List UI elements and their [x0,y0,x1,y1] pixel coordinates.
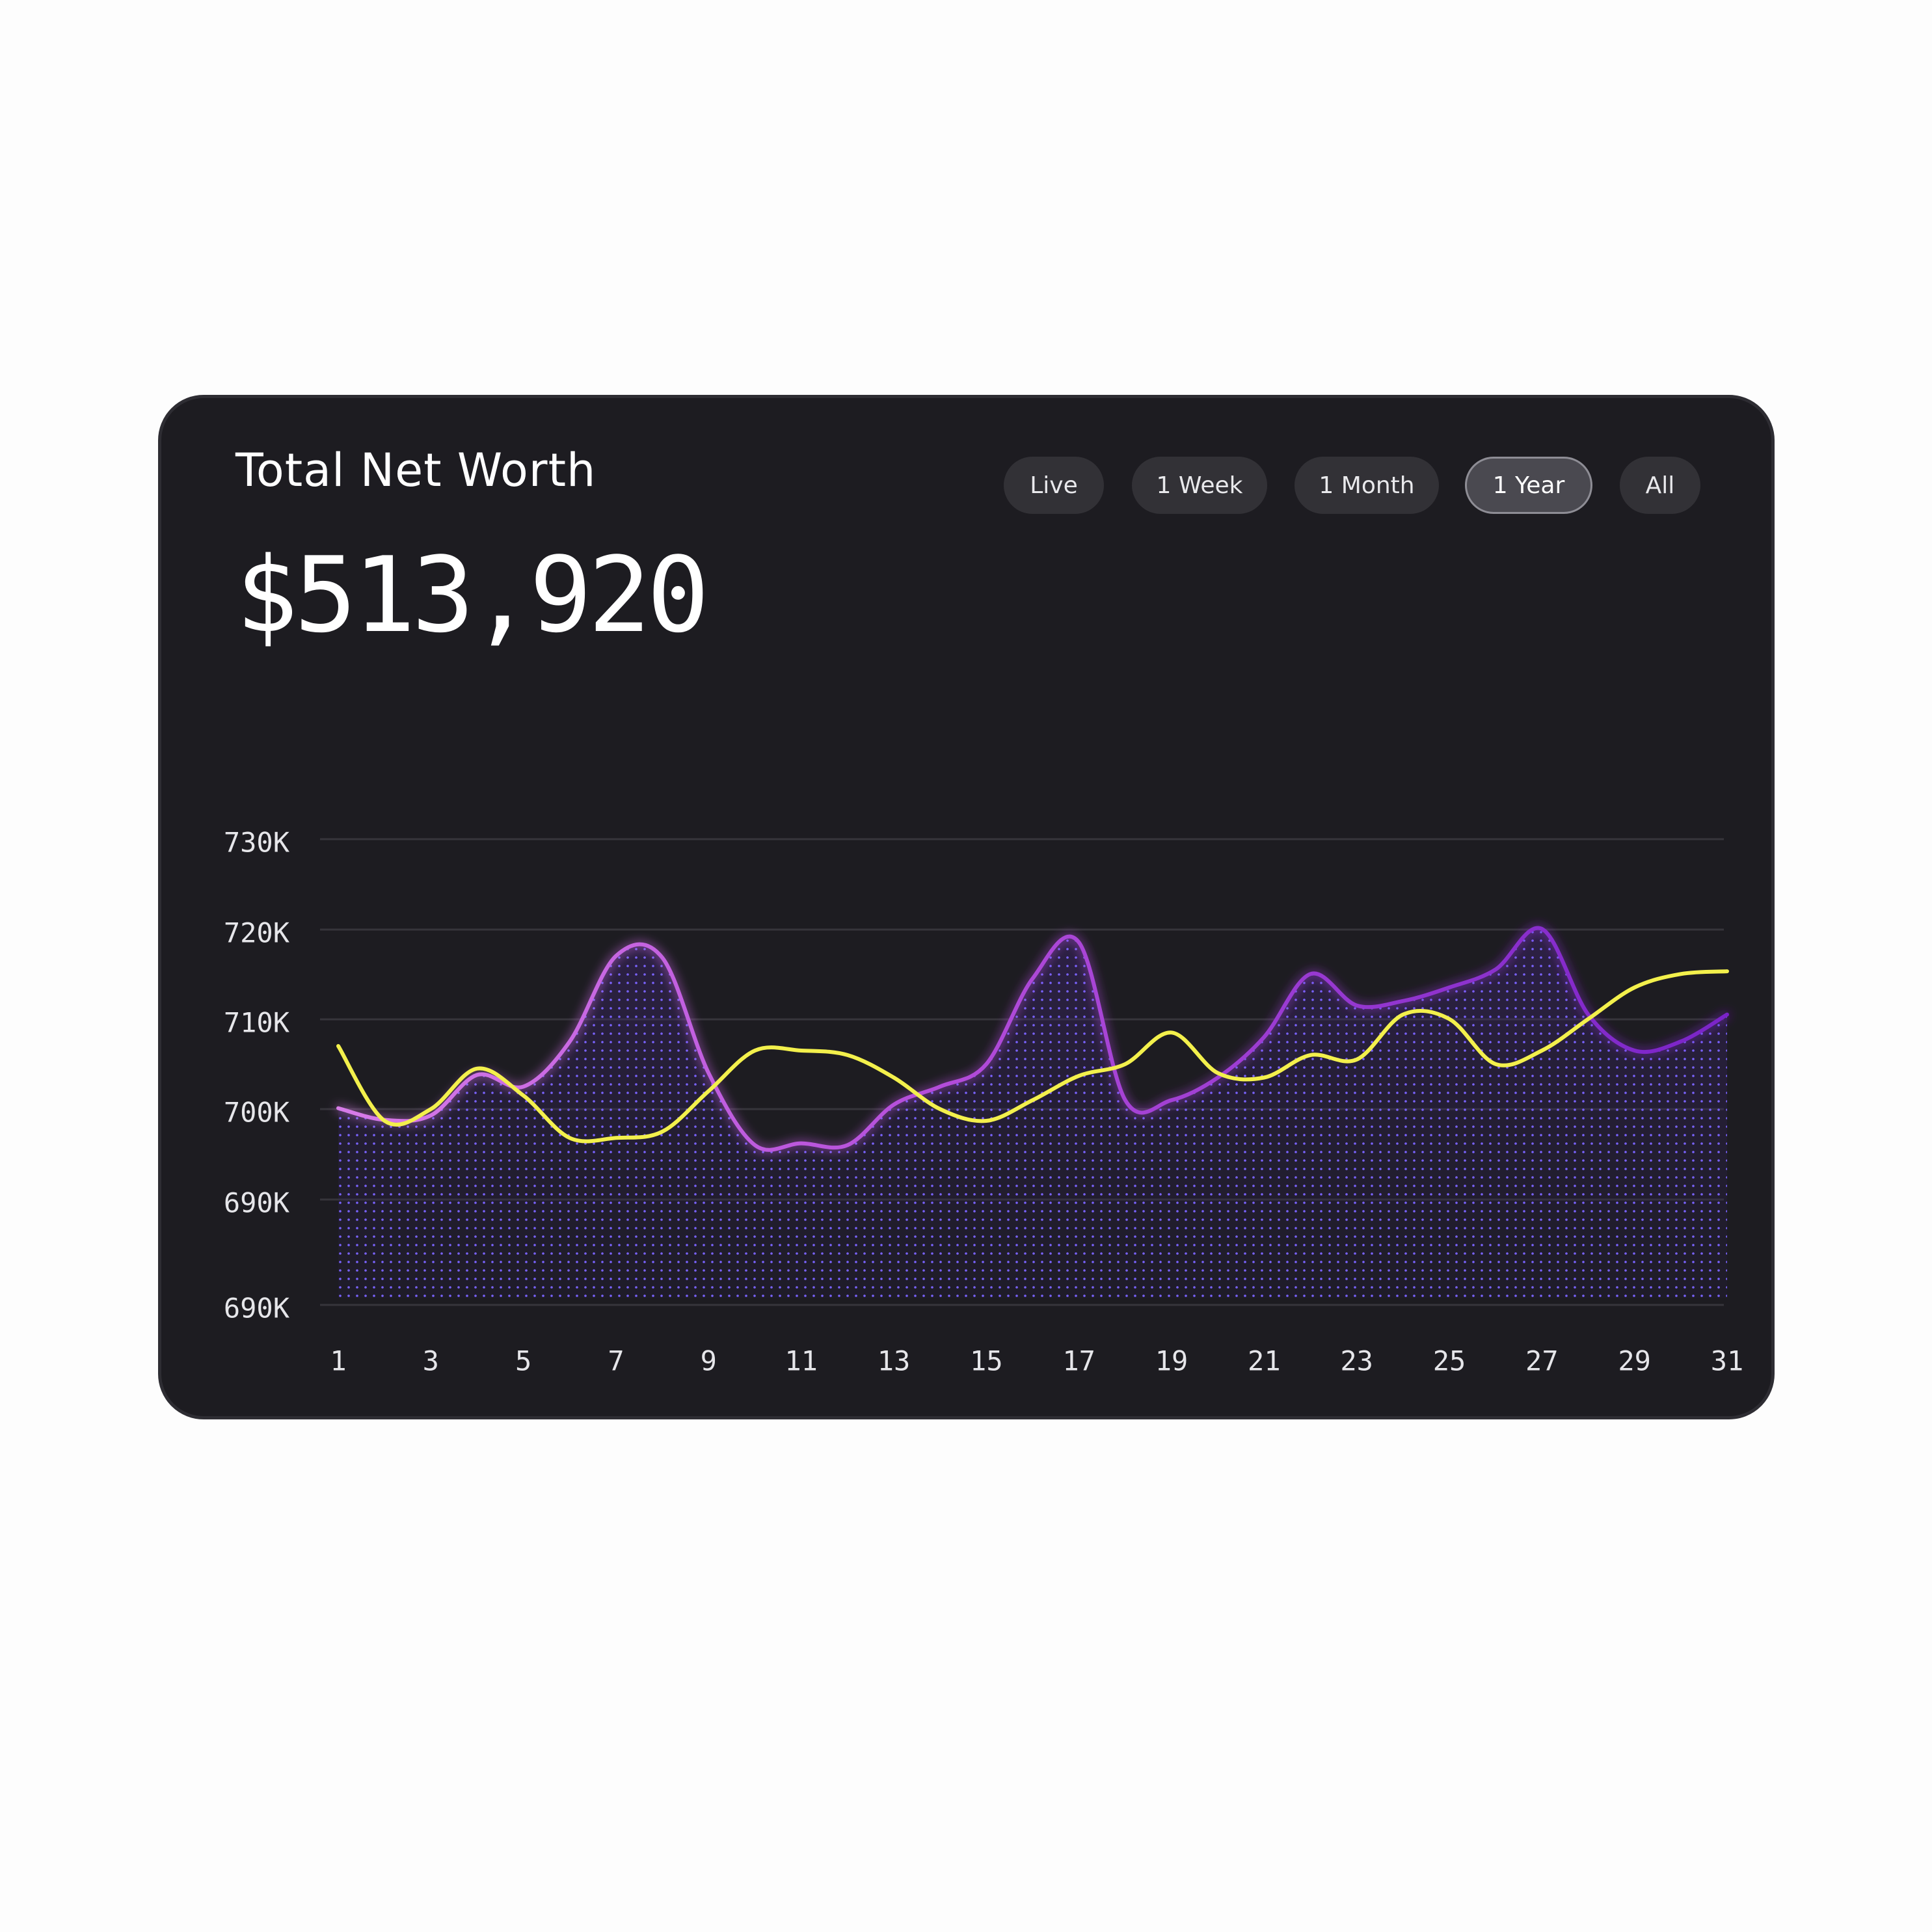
y-tick-label: 690K [224,1293,290,1324]
x-tick-label: 27 [1525,1345,1559,1377]
series-a-area [338,928,1727,1298]
range-1-week-button[interactable]: 1 Week [1132,457,1267,514]
x-tick-label: 23 [1340,1345,1373,1377]
x-tick-label: 17 [1062,1345,1095,1377]
y-axis-labels: 730K 720K 710K 700K 690K 690K [224,827,290,1324]
y-tick-label: 730K [224,827,290,859]
x-tick-label: 15 [970,1345,1003,1377]
x-tick-label: 21 [1248,1345,1281,1377]
x-tick-label: 7 [608,1345,624,1377]
x-tick-label: 11 [785,1345,818,1377]
x-tick-label: 29 [1618,1345,1651,1377]
card-title: Total Net Worth [235,444,597,497]
y-tick-label: 690K [224,1187,290,1219]
y-tick-label: 710K [224,1007,290,1039]
x-tick-label: 1 [330,1345,346,1377]
range-all-button[interactable]: All [1620,457,1700,514]
series-b-line [336,969,1729,1144]
series-a-area-dots [338,928,1727,1298]
x-tick-label: 31 [1711,1345,1744,1377]
series-lines [336,926,1729,1152]
x-tick-label: 19 [1155,1345,1188,1377]
x-tick-label: 5 [515,1345,531,1377]
range-1-year-button[interactable]: 1 Year [1465,457,1592,514]
net-worth-amount: $513,920 [235,534,710,656]
x-tick-label: 13 [878,1345,911,1377]
series-a-line [336,926,1729,1152]
range-1-month-button[interactable]: 1 Month [1295,457,1439,514]
range-live-button[interactable]: Live [1004,457,1104,514]
x-tick-label: 9 [701,1345,717,1377]
x-axis-labels: 1 3 5 7 9 11 13 15 17 19 21 23 25 27 29 31 [330,1345,1743,1377]
y-tick-label: 720K [224,917,290,949]
x-tick-label: 25 [1433,1345,1466,1377]
y-tick-label: 700K [224,1097,290,1129]
x-tick-label: 3 [423,1345,439,1377]
